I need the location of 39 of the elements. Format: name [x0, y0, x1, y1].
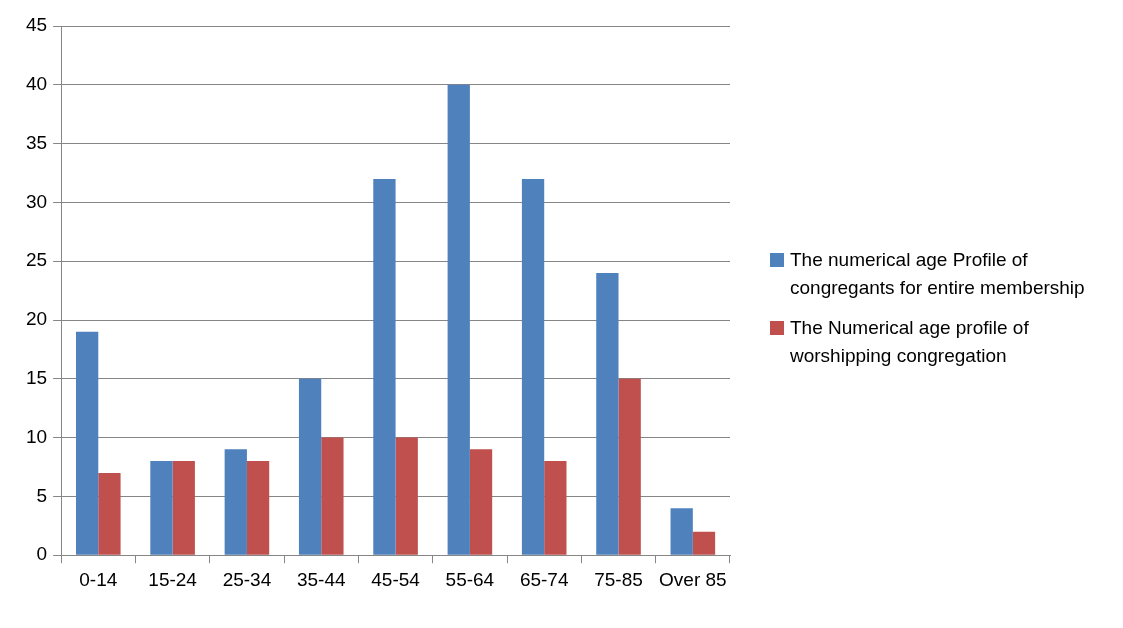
bar [246, 461, 270, 555]
x-tick-label: Over 85 [659, 568, 727, 590]
bar [596, 272, 619, 555]
bar [395, 437, 418, 555]
bar [469, 449, 493, 555]
x-tick-label: 65-74 [519, 568, 569, 590]
y-tick-label: 25 [25, 249, 48, 271]
y-tick-label: 30 [25, 190, 48, 212]
y-tick-label: 20 [25, 308, 48, 330]
y-tick-label: 35 [25, 131, 48, 153]
y-tick-label: 15 [25, 367, 48, 389]
x-tick-label: 55-64 [445, 568, 495, 590]
x-tick-label: 25-34 [222, 568, 272, 590]
x-tick-label: 35-44 [296, 568, 346, 590]
bar [521, 178, 545, 555]
bar [373, 178, 396, 555]
y-tick-label: 5 [36, 484, 48, 506]
legend-label: The numerical age Profile of congregants for entire membership [790, 248, 1086, 300]
x-tick-label: 0-14 [79, 568, 118, 590]
x-tick-label: 15-24 [148, 568, 198, 590]
bar [321, 437, 344, 555]
y-tick-label: 0 [36, 543, 48, 565]
bar [76, 331, 99, 555]
bar [692, 531, 716, 555]
bar [544, 461, 567, 555]
x-tick-label: 45-54 [371, 568, 421, 590]
bar [298, 378, 322, 555]
y-tick-label: 10 [25, 425, 48, 447]
bar [447, 84, 470, 555]
bar [224, 449, 247, 555]
bar [98, 472, 121, 555]
x-tick-label: 75-85 [594, 568, 643, 590]
bar [670, 508, 693, 555]
bar [172, 461, 195, 555]
legend-label: The Numerical age profile of worshipping congregation [790, 316, 1030, 368]
y-tick-label: 40 [25, 73, 48, 95]
bar [618, 378, 641, 555]
y-tick-label: 45 [25, 14, 48, 36]
bar [150, 461, 173, 555]
